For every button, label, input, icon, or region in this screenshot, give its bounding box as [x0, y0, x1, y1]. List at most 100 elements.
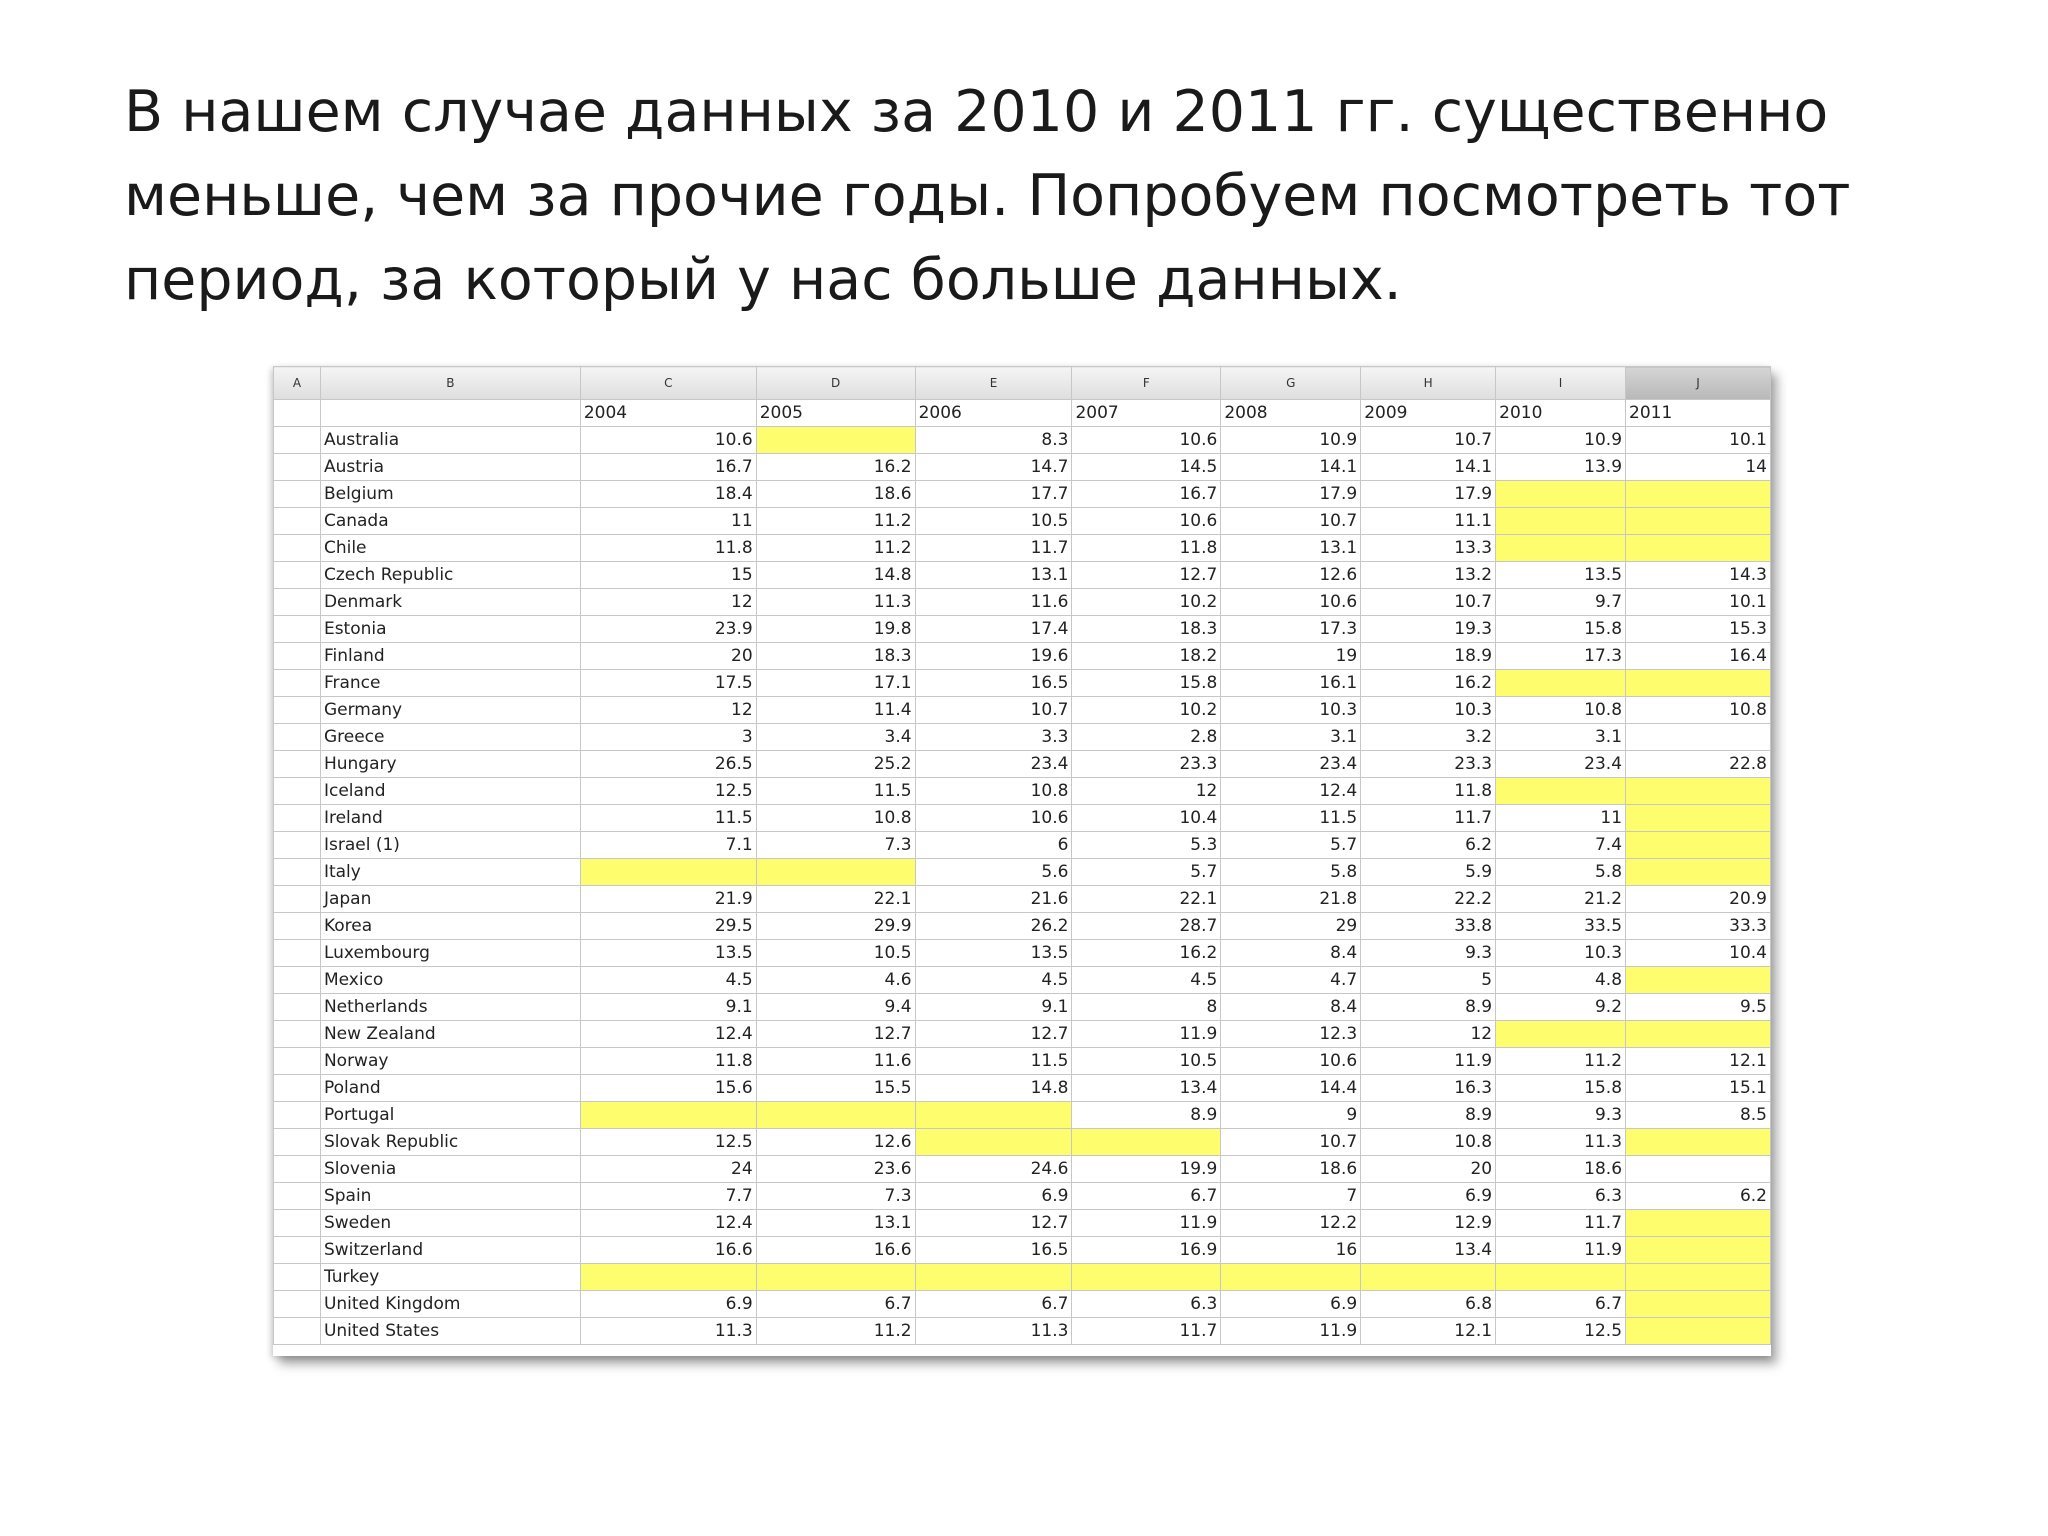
- value-cell[interactable]: 14.5: [1071, 453, 1222, 481]
- value-cell[interactable]: 10.6: [1071, 507, 1222, 535]
- value-cell[interactable]: 12: [1071, 777, 1222, 805]
- value-cell[interactable]: 17.1: [755, 669, 916, 697]
- value-cell[interactable]: 6.9: [579, 1290, 757, 1318]
- value-cell[interactable]: 12.4: [579, 1020, 757, 1048]
- value-cell[interactable]: [1625, 966, 1771, 994]
- column-a-cell[interactable]: [273, 858, 321, 886]
- value-cell[interactable]: [1625, 831, 1771, 859]
- value-cell[interactable]: 11.3: [579, 1317, 757, 1345]
- value-cell[interactable]: 12.7: [914, 1209, 1073, 1237]
- value-cell[interactable]: [1625, 777, 1771, 805]
- value-cell[interactable]: 11.3: [1495, 1128, 1627, 1156]
- value-cell[interactable]: 13.1: [755, 1209, 916, 1237]
- column-a-cell[interactable]: [273, 1209, 321, 1237]
- column-a-cell[interactable]: [273, 588, 321, 616]
- value-cell[interactable]: 12.1: [1360, 1317, 1497, 1345]
- value-cell[interactable]: 11.3: [914, 1317, 1073, 1345]
- value-cell[interactable]: 8.3: [914, 426, 1073, 454]
- value-cell[interactable]: 13.1: [1220, 534, 1362, 562]
- column-a-cell[interactable]: [273, 912, 321, 940]
- value-cell[interactable]: 23.4: [1220, 750, 1362, 778]
- value-cell[interactable]: [1625, 1290, 1771, 1318]
- value-cell[interactable]: 3.1: [1220, 723, 1362, 751]
- value-cell[interactable]: 10.7: [1220, 1128, 1362, 1156]
- value-cell[interactable]: [914, 1101, 1073, 1129]
- value-cell[interactable]: 12.7: [914, 1020, 1073, 1048]
- value-cell[interactable]: 23.6: [755, 1155, 916, 1183]
- value-cell[interactable]: 12.4: [579, 1209, 757, 1237]
- country-cell[interactable]: Luxembourg: [319, 939, 581, 967]
- value-cell[interactable]: 10.1: [1625, 426, 1771, 454]
- value-cell[interactable]: 18.3: [1071, 615, 1222, 643]
- column-a-cell[interactable]: [273, 1317, 321, 1345]
- value-cell[interactable]: 12: [579, 696, 757, 724]
- value-cell[interactable]: 11.7: [914, 534, 1073, 562]
- value-cell[interactable]: 5.9: [1360, 858, 1497, 886]
- value-cell[interactable]: 13.1: [914, 561, 1073, 589]
- value-cell[interactable]: 8: [1071, 993, 1222, 1021]
- value-cell[interactable]: 11.9: [1495, 1236, 1627, 1264]
- value-cell[interactable]: 3.1: [1495, 723, 1627, 751]
- value-cell[interactable]: 17.7: [914, 480, 1073, 508]
- value-cell[interactable]: 8.9: [1360, 1101, 1497, 1129]
- value-cell[interactable]: 16.5: [914, 1236, 1073, 1264]
- value-cell[interactable]: 3.3: [914, 723, 1073, 751]
- column-header-h[interactable]: H: [1360, 366, 1497, 400]
- value-cell[interactable]: 18.6: [1495, 1155, 1627, 1183]
- empty-cell[interactable]: [319, 399, 581, 427]
- value-cell[interactable]: 11.8: [1071, 534, 1222, 562]
- value-cell[interactable]: 14: [1625, 453, 1771, 481]
- year-header-cell[interactable]: 2004: [579, 399, 757, 427]
- value-cell[interactable]: 10.2: [1071, 696, 1222, 724]
- value-cell[interactable]: 23.3: [1360, 750, 1497, 778]
- value-cell[interactable]: 16.9: [1071, 1236, 1222, 1264]
- column-header-a[interactable]: A: [273, 366, 321, 400]
- column-header-g[interactable]: G: [1220, 366, 1362, 400]
- value-cell[interactable]: 28.7: [1071, 912, 1222, 940]
- value-cell[interactable]: 16.4: [1625, 642, 1771, 670]
- value-cell[interactable]: [1625, 1020, 1771, 1048]
- value-cell[interactable]: 19: [1220, 642, 1362, 670]
- value-cell[interactable]: 12: [1360, 1020, 1497, 1048]
- value-cell[interactable]: 15.8: [1071, 669, 1222, 697]
- value-cell[interactable]: 14.1: [1360, 453, 1497, 481]
- country-cell[interactable]: France: [319, 669, 581, 697]
- value-cell[interactable]: 11.1: [1360, 507, 1497, 535]
- value-cell[interactable]: 29: [1220, 912, 1362, 940]
- value-cell[interactable]: [1495, 1263, 1627, 1291]
- country-cell[interactable]: Belgium: [319, 480, 581, 508]
- value-cell[interactable]: 16.2: [755, 453, 916, 481]
- value-cell[interactable]: 16.6: [579, 1236, 757, 1264]
- value-cell[interactable]: 19.9: [1071, 1155, 1222, 1183]
- value-cell[interactable]: [914, 1263, 1073, 1291]
- value-cell[interactable]: 10.3: [1360, 696, 1497, 724]
- column-header-c[interactable]: C: [579, 366, 757, 400]
- value-cell[interactable]: 10.8: [755, 804, 916, 832]
- value-cell[interactable]: 13.2: [1360, 561, 1497, 589]
- value-cell[interactable]: 10.7: [1360, 588, 1497, 616]
- value-cell[interactable]: 12.7: [755, 1020, 916, 1048]
- year-header-cell[interactable]: 2007: [1071, 399, 1222, 427]
- value-cell[interactable]: 7.3: [755, 831, 916, 859]
- value-cell[interactable]: 3.2: [1360, 723, 1497, 751]
- value-cell[interactable]: [1495, 777, 1627, 805]
- value-cell[interactable]: 15: [579, 561, 757, 589]
- value-cell[interactable]: 18.4: [579, 480, 757, 508]
- value-cell[interactable]: 9.4: [755, 993, 916, 1021]
- value-cell[interactable]: [1625, 804, 1771, 832]
- value-cell[interactable]: [1071, 1128, 1222, 1156]
- value-cell[interactable]: [914, 1128, 1073, 1156]
- country-cell[interactable]: Austria: [319, 453, 581, 481]
- column-a-cell[interactable]: [273, 1128, 321, 1156]
- value-cell[interactable]: 12.6: [755, 1128, 916, 1156]
- value-cell[interactable]: 10.6: [1220, 588, 1362, 616]
- value-cell[interactable]: 9: [1220, 1101, 1362, 1129]
- value-cell[interactable]: 23.3: [1071, 750, 1222, 778]
- value-cell[interactable]: [1625, 480, 1771, 508]
- country-cell[interactable]: Australia: [319, 426, 581, 454]
- country-cell[interactable]: Japan: [319, 885, 581, 913]
- value-cell[interactable]: 12.9: [1360, 1209, 1497, 1237]
- column-a-cell[interactable]: [273, 1236, 321, 1264]
- value-cell[interactable]: [755, 858, 916, 886]
- value-cell[interactable]: 11.8: [579, 1047, 757, 1075]
